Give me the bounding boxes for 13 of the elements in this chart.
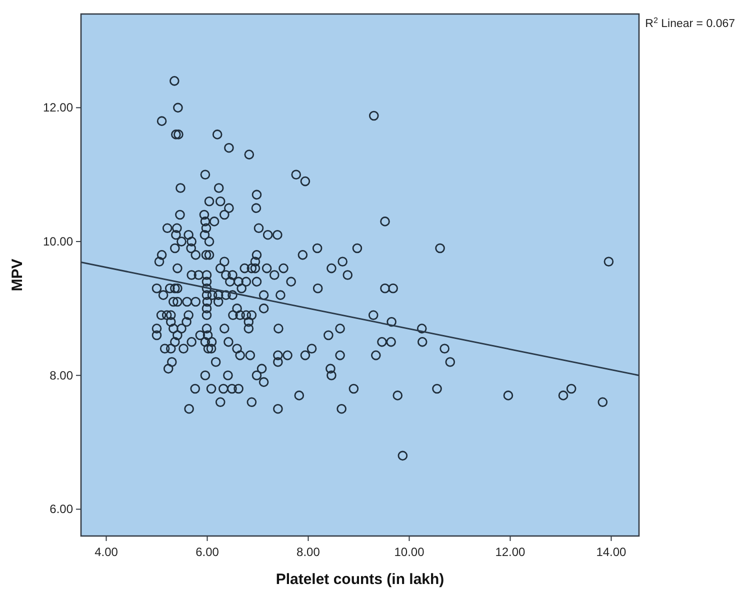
x-axis-title: Platelet counts (in lakh)	[276, 571, 444, 588]
y-tick-label: 12.00	[42, 100, 74, 115]
y-tick-label: 10.00	[42, 234, 74, 249]
x-tick-label: 14.00	[596, 545, 627, 559]
y-tick-label: 8.00	[50, 368, 74, 382]
x-tick-label: 6.00	[196, 545, 220, 559]
y-tick-label: 6.00	[50, 502, 74, 516]
x-tick-label: 10.00	[394, 545, 425, 559]
text: R$^{2}$ Linear = 0.067	[645, 16, 735, 30]
y-axis-title: MPV	[9, 258, 26, 292]
x-tick-label: 8.00	[296, 545, 320, 559]
x-tick-label: 12.00	[495, 545, 526, 559]
x-tick-label: 4.00	[94, 545, 118, 559]
